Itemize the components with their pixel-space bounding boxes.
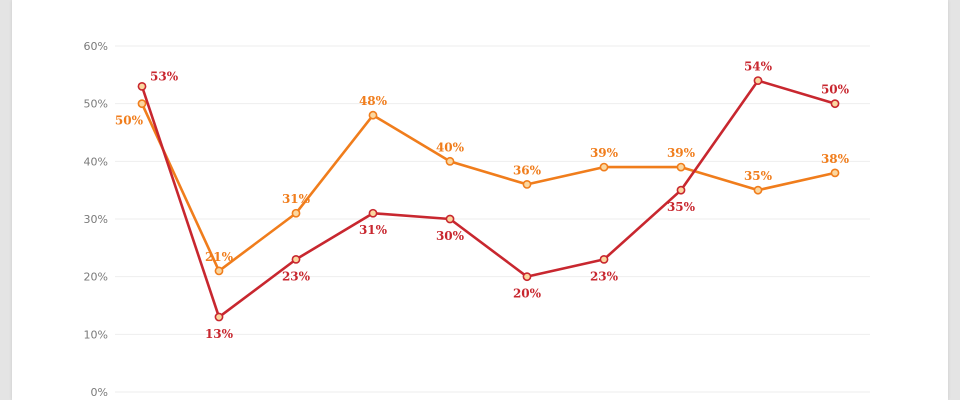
data-label-s2-3: 23% (282, 269, 311, 283)
series-lines (137, 76, 840, 322)
point-s2-1 (137, 81, 147, 91)
data-label-s2-10: 50% (821, 83, 850, 97)
point-s2-10 (830, 99, 840, 109)
data-label-s1-9: 35% (744, 169, 773, 183)
y-tick-label: 20% (84, 271, 108, 284)
line-chart: 0% 10% 20% 30% 40% 50% 60% 50% 21% 31% 48% 40% 36% 3… (84, 40, 870, 399)
data-label-s1-10: 38% (821, 152, 850, 166)
gridlines (115, 45, 870, 393)
data-label-s1-7: 39% (590, 146, 619, 160)
data-label-s1-6: 36% (513, 163, 542, 177)
point-s1-2 (214, 266, 224, 276)
point-s1-8 (676, 162, 686, 172)
point-s2-5 (445, 214, 455, 224)
data-label-s2-1: 53% (150, 69, 179, 83)
point-s1-4 (368, 110, 378, 120)
y-tick-label: 60% (84, 40, 108, 53)
point-s1-7 (599, 162, 609, 172)
series-line-2 (140, 79, 837, 319)
point-s1-6 (522, 179, 532, 189)
point-s2-9 (753, 76, 763, 85)
y-tick-label: 10% (84, 328, 108, 341)
data-label-s1-5: 40% (436, 140, 465, 154)
data-label-s2-6: 20% (513, 287, 542, 301)
data-label-s2-5: 30% (436, 229, 465, 243)
point-s2-6 (522, 272, 532, 282)
series-line-1 (140, 102, 837, 273)
y-tick-label: 0% (91, 386, 108, 399)
data-labels: 50% 21% 31% 48% 40% 36% 39% 39% 35% 38% 53% 13% 23% 3… (115, 60, 850, 341)
y-tick-label: 40% (84, 155, 108, 168)
point-s2-8 (676, 185, 686, 195)
point-s1-5 (445, 156, 455, 166)
data-label-s2-4: 31% (359, 223, 388, 237)
data-label-s1-1: 50% (115, 114, 144, 128)
point-s1-10 (830, 168, 840, 178)
data-label-s1-8: 39% (667, 146, 696, 160)
y-tick-label: 30% (84, 213, 108, 226)
point-s1-9 (753, 185, 763, 195)
data-label-s1-2: 21% (205, 250, 234, 264)
chart-panel: 0% 10% 20% 30% 40% 50% 60% 50% 21% 31% 48% 40% 36% 3… (12, 0, 948, 400)
point-s1-1 (137, 99, 147, 109)
data-label-s2-2: 13% (205, 327, 234, 341)
y-axis-ticks: 0% 10% 20% 30% 40% 50% 60% (84, 40, 108, 399)
data-label-s2-9: 54% (744, 60, 773, 74)
data-label-s1-4: 48% (359, 94, 388, 108)
data-label-s2-8: 35% (667, 200, 696, 214)
data-label-s1-3: 31% (282, 192, 311, 206)
point-s2-4 (368, 208, 378, 218)
point-s2-3 (291, 254, 301, 264)
point-s2-2 (214, 312, 224, 322)
data-label-s2-7: 23% (590, 269, 619, 283)
y-tick-label: 50% (84, 98, 108, 111)
point-s2-7 (599, 254, 609, 264)
point-s1-3 (291, 208, 301, 218)
